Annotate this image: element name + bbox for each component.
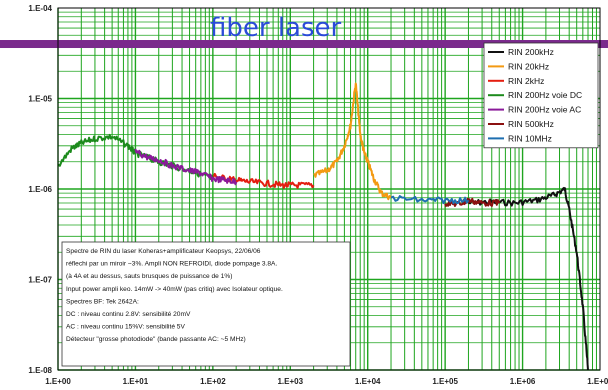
y-tick-label: 1.E-06 (28, 185, 52, 194)
legend-entry: RIN 200Hz voie AC (508, 105, 581, 115)
legend-entry: RIN 500kHz (508, 119, 554, 129)
annotation-line: réflechi par un miroir ~3%. Ampli NON RE… (66, 261, 277, 268)
legend-entry: RIN 2kHz (508, 76, 544, 86)
annotation-line: DC : niveau continu 2.8V: sensibilité 20… (66, 311, 191, 318)
legend-entry: RIN 200Hz voie DC (508, 90, 582, 100)
series-group (57, 82, 589, 371)
y-tick-label: 1.E-05 (28, 95, 52, 104)
annotation-line: AC : niveau continu 15%V: sensibilité 5V (66, 324, 185, 331)
x-tick-label: 1.E+04 (355, 377, 381, 386)
series-line-1 (313, 82, 392, 201)
legend-entry: RIN 20kHz (508, 61, 549, 71)
legend-entry: RIN 200kHz (508, 47, 554, 57)
series-line-4 (134, 148, 238, 186)
reference-band-stripe (0, 40, 608, 49)
annotation-line: Détecteur "grosse photodiode" (bande pas… (66, 336, 246, 343)
x-tick-label: 1.E+05 (432, 377, 458, 386)
annotation-line: Input power ampli keo. 14mW -> 40mW (pas… (66, 286, 283, 293)
annotation-line: Spectre de RIN du laser Koheras+amplific… (66, 248, 261, 255)
series-line-6 (390, 195, 470, 205)
x-tick-label: 1.E+06 (510, 377, 536, 386)
x-tick-label: 1.E+01 (123, 377, 149, 386)
annotation-box-frame (61, 241, 351, 367)
reference-band (0, 40, 608, 49)
x-tick-label: 1.E+00 (45, 377, 71, 386)
x-tick-label: 1.E+07 (587, 377, 608, 386)
x-tick-label: 1.E+02 (200, 377, 226, 386)
x-tick-label: 1.E+03 (277, 377, 303, 386)
tick-labels: 1.E+00 1.E+01 1.E+02 1.E+03 1.E+04 1.E+05 1.E+… (28, 4, 608, 386)
annotation-line: Spectres BF: Tek 2642A: (66, 298, 139, 305)
chart-title: fiber laser (210, 13, 342, 43)
legend-entry: RIN 10MHz (508, 133, 552, 143)
annotation-line: (à 4A et au dessus, sauts brusques de pu… (66, 273, 232, 280)
y-tick-label: 1.E-08 (28, 366, 52, 375)
series-line-0 (468, 186, 589, 371)
annotation-box: Spectre de RIN du laser Koheras+amplific… (61, 241, 351, 367)
y-tick-label: 1.E-04 (28, 4, 52, 13)
y-tick-label: 1.E-07 (28, 276, 52, 285)
plot-frame (57, 7, 601, 371)
legend: RIN 200kHz RIN 20kHz RIN 2kHz RIN 200Hz voi… (483, 42, 599, 149)
